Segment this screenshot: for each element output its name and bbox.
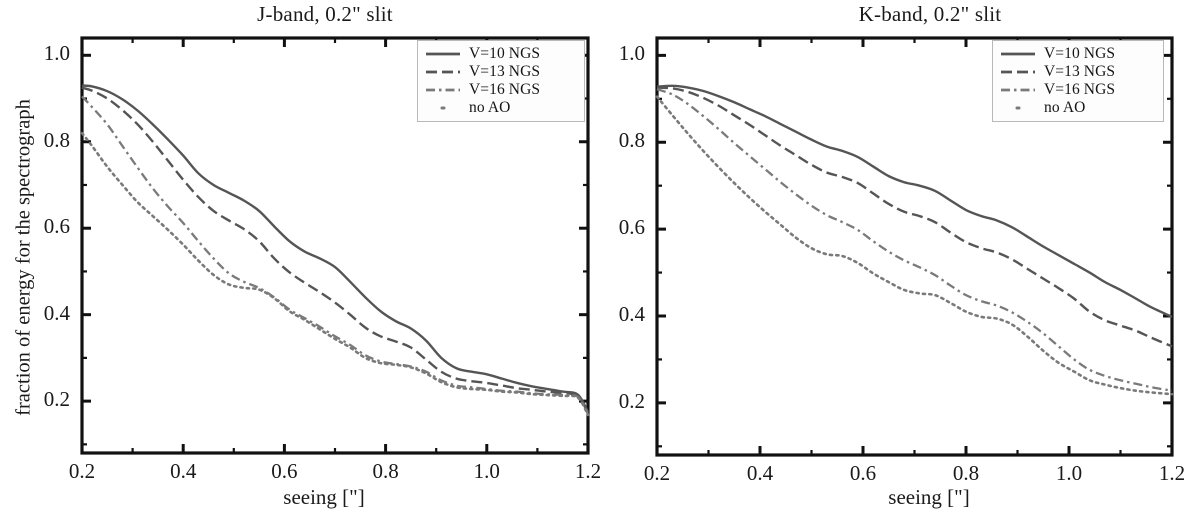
legend-label: V=10 NGS <box>1044 45 1116 62</box>
series-line-v-10-ngs <box>81 84 590 413</box>
legend-swatch-dashed-icon <box>1001 70 1035 74</box>
legend-swatch-dotted-icon <box>440 106 446 110</box>
x-tick-label: 0.2 <box>643 461 671 485</box>
legend-label: no AO <box>1044 99 1086 116</box>
y-tick-label: 0.4 <box>618 302 645 326</box>
legend-label: V=13 NGS <box>1044 63 1116 80</box>
x-tick-label: 1.2 <box>1158 461 1186 485</box>
x-tick-label: 0.4 <box>170 459 197 483</box>
legend-item-v-16-ngs: V=16 NGS <box>999 81 1155 99</box>
series-line-v-16-ngs <box>81 95 590 415</box>
legend-swatch-dashed-icon <box>426 70 460 74</box>
y-tick-label: 0.2 <box>43 387 70 412</box>
plot-area-k <box>655 36 1174 457</box>
y-tick-label: 1.0 <box>43 41 70 66</box>
legend-item-v-10-ngs: V=10 NGS <box>999 45 1155 63</box>
x-tick-label: 0.2 <box>68 459 96 483</box>
x-tick-label: 0.8 <box>952 461 980 485</box>
legend-k: V=10 NGS V=13 NGS V=16 NGS no AO <box>992 40 1164 122</box>
series-line-v-13-ngs <box>656 86 1173 348</box>
legend-item-v-13-ngs: V=13 NGS <box>424 63 576 81</box>
legend-label: no AO <box>469 99 511 116</box>
legend-swatch-solid-icon <box>426 52 460 56</box>
series-line-v-13-ngs <box>81 86 590 414</box>
series-line-no-ao <box>80 131 590 417</box>
legend-swatch-solid-icon <box>1001 52 1035 56</box>
x-tick-label: 0.4 <box>746 461 774 485</box>
y-tick-label: 0.2 <box>618 388 645 413</box>
panel-k-band: K-band, 0.2" slit seeing ["] V=10 NGS V=1… <box>600 0 1200 522</box>
legend-j: V=10 NGS V=13 NGS V=16 NGS no AO <box>417 40 585 122</box>
legend-label: V=16 NGS <box>469 81 541 98</box>
legend-label: V=16 NGS <box>1044 81 1116 98</box>
legend-item-v-16-ngs: V=16 NGS <box>424 81 576 99</box>
y-tick-label: 0.8 <box>43 127 70 152</box>
x-axis-label-j: seeing ["] <box>283 485 365 509</box>
y-tick-label: 0.6 <box>618 215 645 240</box>
legend-swatch-dotted-icon <box>1015 106 1021 110</box>
legend-label: V=10 NGS <box>469 45 541 62</box>
x-tick-label: 1.2 <box>574 459 602 483</box>
plot-area-j <box>80 36 590 455</box>
x-axis-label-k: seeing ["] <box>888 485 970 509</box>
x-tick-label: 0.6 <box>849 461 877 485</box>
legend-label: V=13 NGS <box>469 63 541 80</box>
panel-title-j: J-band, 0.2" slit <box>257 2 393 26</box>
series-line-v-10-ngs <box>656 84 1173 318</box>
legend-item-v-13-ngs: V=13 NGS <box>999 63 1155 81</box>
y-tick-label: 1.0 <box>618 41 645 66</box>
x-tick-label: 0.8 <box>372 459 399 483</box>
legend-item-no-ao: no AO <box>424 99 576 117</box>
x-tick-label: 1.0 <box>1055 461 1083 485</box>
legend-swatch-dashdot-icon <box>426 88 460 92</box>
x-tick-label: 0.6 <box>271 459 298 483</box>
panel-title-k: K-band, 0.2" slit <box>858 2 1002 26</box>
legend-item-no-ao: no AO <box>999 99 1155 117</box>
y-tick-label: 0.6 <box>43 214 70 239</box>
legend-swatch-dashdot-icon <box>1001 88 1035 92</box>
series-line-v-16-ngs <box>656 88 1173 392</box>
panel-j-band: J-band, 0.2" slit fraction of energy for… <box>13 2 602 509</box>
series-line-no-ao <box>655 95 1174 396</box>
y-tick-label: 0.8 <box>618 128 645 153</box>
x-tick-label: 1.0 <box>473 459 500 483</box>
legend-item-v-10-ngs: V=10 NGS <box>424 45 576 63</box>
y-tick-label: 0.4 <box>43 300 70 325</box>
